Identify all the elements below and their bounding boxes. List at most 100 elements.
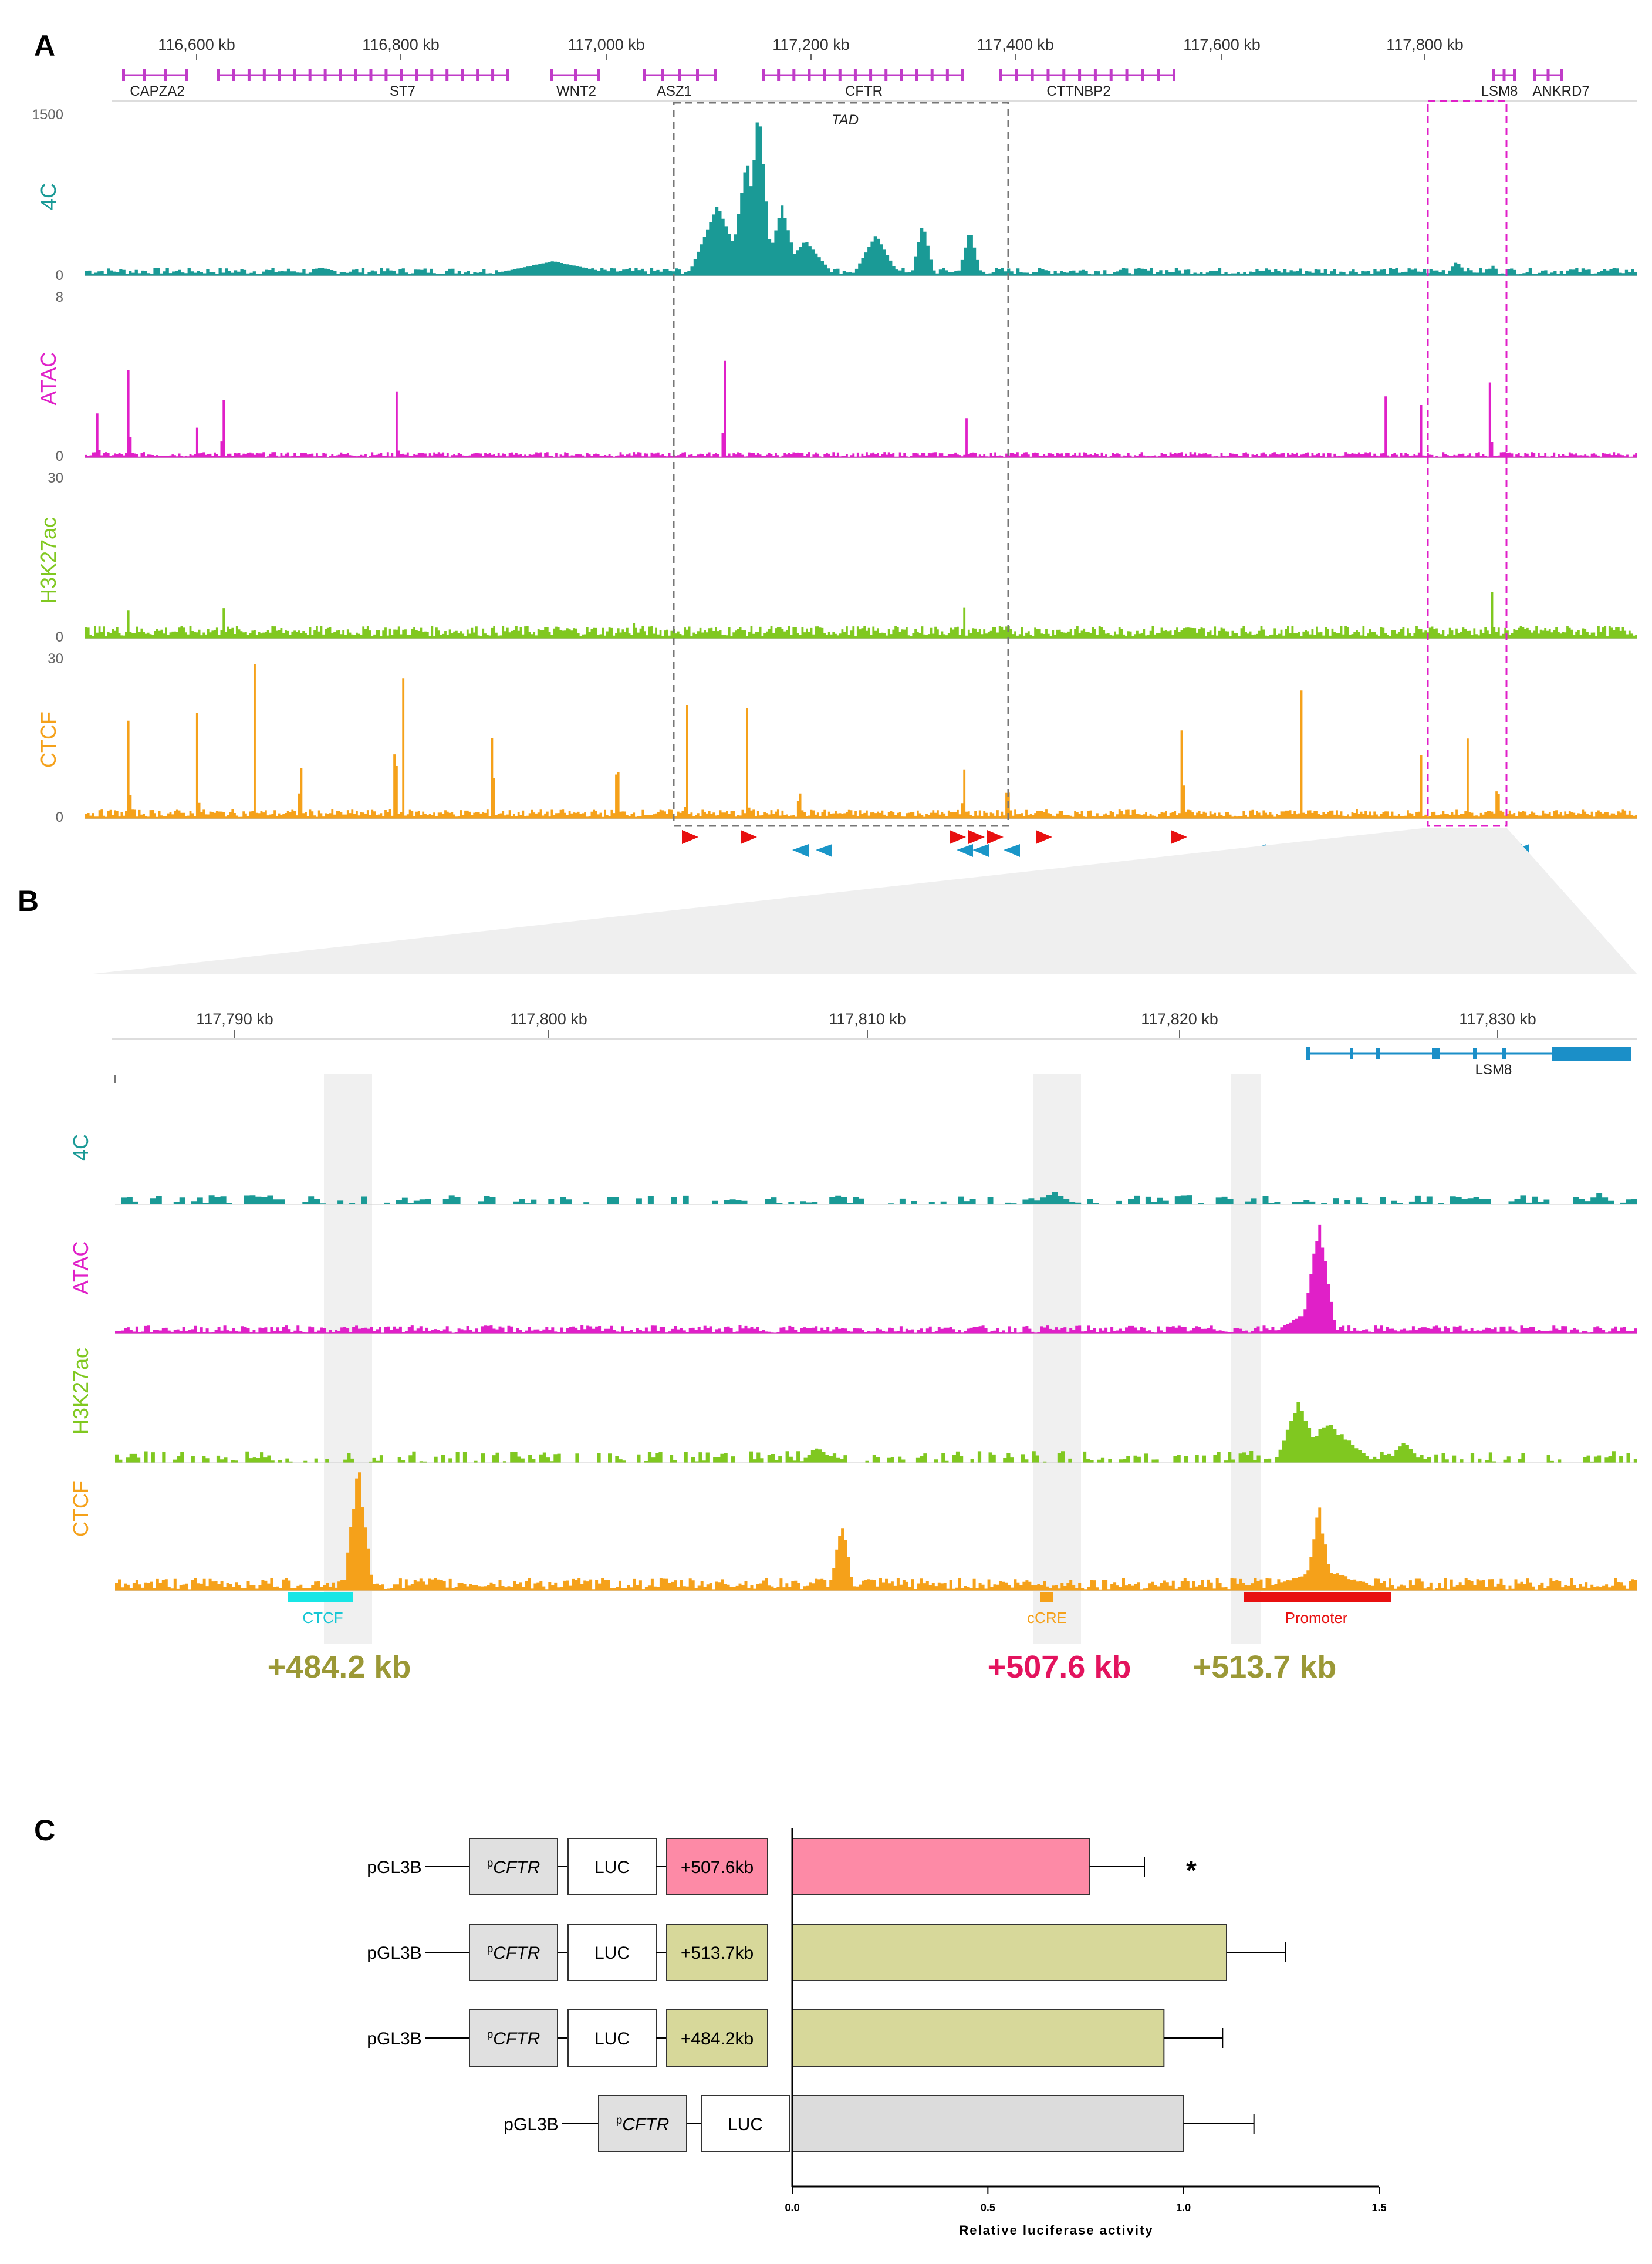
significance-marker: * <box>1186 1855 1197 1885</box>
gene-exon <box>661 69 664 81</box>
track-label-4c-b: 4C <box>69 1134 93 1161</box>
ctcf-arrow-forward <box>1036 830 1052 844</box>
gene-exon <box>1141 69 1144 81</box>
construct-vector-label: pGL3B <box>504 2115 558 2134</box>
gene-exon <box>430 69 434 81</box>
tad-label: TAD <box>832 112 859 128</box>
gene-label-cftr: CFTR <box>845 83 883 99</box>
signal-area <box>85 360 1637 458</box>
ctcf-arrow-forward <box>950 830 966 844</box>
luciferase-bar-chart: * 0.0 0.5 1.0 1.5 Relative luciferase activit… <box>785 1828 1387 2238</box>
coord-label: 117,800 kb <box>1386 36 1464 53</box>
scale-min-atac: 0 <box>56 448 63 464</box>
track-label-4c: 4C <box>36 183 60 210</box>
gene-exon <box>217 69 220 81</box>
coord-label: 116,600 kb <box>158 36 235 53</box>
track-label-atac: ATAC <box>36 352 60 406</box>
gene-exon <box>900 69 903 81</box>
track-label-h3k27ac-b: H3K27ac <box>69 1348 93 1435</box>
gene-exon <box>323 69 327 81</box>
gene-exon <box>792 69 796 81</box>
gene-exon <box>853 69 857 81</box>
luc-box <box>567 1838 657 1895</box>
ccre-region-label: cCRE <box>1027 1609 1067 1627</box>
ctcf-arrow-forward <box>682 830 698 844</box>
coord-label: 117,600 kb <box>1183 36 1261 53</box>
gene-exon <box>384 69 388 81</box>
scale-min-ctcf: 0 <box>56 809 63 825</box>
gene-exon <box>777 69 781 81</box>
gene-exon <box>808 69 811 81</box>
luc-box <box>567 2009 657 2067</box>
track-4c-signal <box>85 122 1637 276</box>
highlight-ccre-site <box>1033 1074 1081 1644</box>
gene-exon <box>884 69 888 81</box>
signal-area <box>85 664 1637 819</box>
gene-exon <box>930 69 934 81</box>
gene-exon <box>550 69 553 81</box>
signal-area <box>85 592 1637 639</box>
promoter-label: pCFTR <box>616 2114 670 2134</box>
gene-exon <box>415 69 418 81</box>
ctcf-arrow-forward <box>987 830 1004 844</box>
coord-label: 116,800 kb <box>362 36 440 53</box>
luc-label: LUC <box>728 2115 763 2134</box>
gene-exon <box>185 69 188 81</box>
coord-label: 117,400 kb <box>977 36 1054 53</box>
construct-diagrams: pGL3B pCFTR LUC +507.6kb pGL3B pCFTR LUC +513.7… <box>367 1838 790 2152</box>
gene-exon <box>1015 69 1018 81</box>
track-label-atac-b: ATAC <box>69 1241 93 1295</box>
ctcf-arrow-reverse <box>1004 844 1020 857</box>
ctcf-arrow-forward <box>968 830 985 844</box>
position-label-484-2kb: +484.2 kb <box>268 1649 411 1685</box>
gene-exon <box>1546 69 1550 81</box>
track-label-h3k27ac: H3K27ac <box>36 517 60 604</box>
gene-exon <box>308 69 312 81</box>
panel-a-gene-labels: CAPZA2 ST7 WNT2 ASZ1 CFTR CTTNBP2 LSM8 A… <box>130 83 1589 99</box>
insert-label: +507.6kb <box>681 1858 754 1877</box>
gene-exon <box>445 69 449 81</box>
ctcf-arrow-forward <box>741 830 757 844</box>
x-tick-label: 1.5 <box>1371 2202 1386 2214</box>
gene-label-wnt2: WNT2 <box>556 83 596 99</box>
zoom-wedge <box>88 828 1637 974</box>
x-tick-label: 0.5 <box>981 2202 995 2214</box>
insert-box <box>666 2009 768 2067</box>
coord-label: 117,830 kb <box>1459 1010 1536 1028</box>
insert-box <box>666 1838 768 1895</box>
gene-exon <box>678 69 681 81</box>
promoter-box <box>469 2009 558 2067</box>
panel-b-coordinate-axis: 117,790 kb 117,800 kb 117,810 kb 117,820… <box>112 1010 1637 1040</box>
coord-label: 117,820 kb <box>1141 1010 1218 1028</box>
insert-box <box>666 1924 768 1981</box>
track-h3k27ac-signal <box>85 592 1637 639</box>
position-label-513-7kb: +513.7 kb <box>1193 1649 1337 1685</box>
panel-a-coordinate-axis: 116,600 kb 116,800 kb 117,000 kb 117,200… <box>158 36 1464 60</box>
insert-label: +513.7kb <box>681 1944 754 1963</box>
x-tick-label: 1.0 <box>1176 2202 1191 2214</box>
track-4c-zoom <box>115 1192 1637 1205</box>
coord-label: 117,790 kb <box>196 1010 273 1028</box>
gene-exon <box>1078 69 1082 81</box>
gene-exon <box>461 69 464 81</box>
gene-exon <box>869 69 873 81</box>
scale-max-atac: 8 <box>56 289 63 305</box>
scale-min-h3k27ac: 0 <box>56 629 63 645</box>
scale-max-4c: 1500 <box>32 107 63 123</box>
gene-exon <box>1109 69 1113 81</box>
track-atac-zoom <box>115 1224 1637 1334</box>
insert-label: +484.2kb <box>681 2029 754 2049</box>
gene-label-lsm8: LSM8 <box>1481 83 1518 99</box>
ccre-region-bar <box>1040 1592 1053 1602</box>
gene-exon <box>1157 69 1160 81</box>
coord-label: 117,000 kb <box>567 36 645 53</box>
gene-exon <box>762 69 765 81</box>
ctcf-region-label: CTCF <box>302 1609 343 1627</box>
promoter-box <box>469 1838 558 1895</box>
gene-exon <box>122 69 125 81</box>
gene-exon <box>1513 69 1516 81</box>
gene-exon <box>232 69 235 81</box>
gene-exon <box>1031 69 1034 81</box>
gene-exon <box>1093 69 1097 81</box>
